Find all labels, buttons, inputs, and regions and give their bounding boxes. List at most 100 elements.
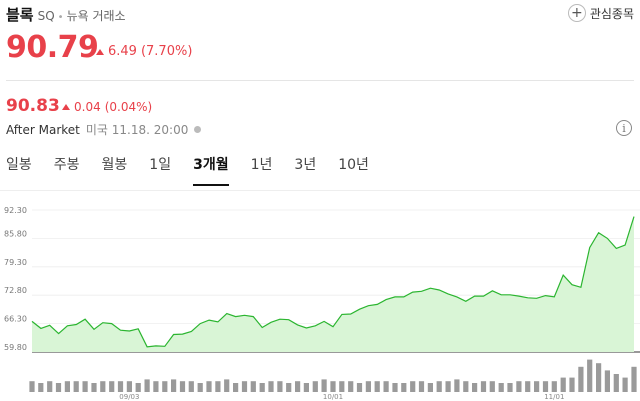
price-change-pct: (7.70%) bbox=[140, 44, 193, 59]
after-market-change: 0.04 (0.04%) bbox=[62, 100, 152, 114]
y-tick-label: 92.30 bbox=[4, 206, 27, 215]
volume-bar bbox=[613, 374, 619, 392]
y-tick-label: 72.80 bbox=[4, 286, 27, 295]
watchlist-label: 관심종목 bbox=[589, 6, 634, 21]
volume-bar bbox=[126, 381, 132, 392]
volume-bar bbox=[631, 366, 637, 392]
x-tick-label: 09/03 bbox=[119, 393, 139, 401]
stock-header: 블록 SQ • 뉴욕 거래소 bbox=[6, 4, 126, 25]
plus-circle-icon: + bbox=[567, 4, 586, 22]
section-divider bbox=[6, 80, 634, 81]
price-line bbox=[31, 216, 635, 348]
tab-3y[interactable]: 3년 bbox=[294, 157, 317, 173]
volume-bar bbox=[91, 383, 97, 392]
volume-bar bbox=[525, 381, 531, 392]
volume-bar bbox=[233, 383, 239, 392]
current-price: 90.79 bbox=[6, 30, 99, 65]
volume-bar bbox=[551, 381, 557, 392]
volume-bar bbox=[206, 381, 212, 392]
exchange-name: 뉴욕 거래소 bbox=[66, 9, 126, 23]
y-tick-label: 85.80 bbox=[4, 229, 27, 238]
y-tick-label: 79.30 bbox=[4, 258, 27, 267]
volume-bar bbox=[507, 383, 513, 392]
price-change: 6.49 (7.70%) bbox=[96, 44, 192, 59]
volume-bar bbox=[55, 383, 62, 392]
volume-bar bbox=[339, 381, 345, 392]
volume-bar bbox=[560, 377, 566, 392]
price-chart[interactable]: 92.30 85.80 79.30 72.80 66.30 59.80 09/03 10/0… bbox=[0, 200, 640, 401]
tab-monthly[interactable]: 월봉 bbox=[101, 157, 128, 173]
after-market-price: 90.83 bbox=[6, 96, 60, 116]
volume-bar bbox=[259, 383, 265, 392]
market-status-icon bbox=[194, 126, 202, 133]
tabs-underline bbox=[0, 190, 640, 191]
volume-bar bbox=[295, 381, 301, 392]
volume-bar bbox=[144, 379, 150, 392]
volume-bar bbox=[188, 381, 194, 392]
volume-bar bbox=[47, 381, 53, 392]
volume-bar bbox=[356, 383, 363, 392]
price-area bbox=[32, 216, 634, 352]
up-triangle-icon bbox=[62, 104, 70, 110]
after-market-change-value: 0.04 bbox=[74, 100, 101, 114]
tab-3m[interactable]: 3개월 bbox=[193, 154, 229, 186]
volume-bar bbox=[82, 381, 88, 392]
volume-bar bbox=[312, 381, 318, 392]
volume-bar bbox=[410, 381, 416, 392]
volume-bar bbox=[321, 379, 327, 392]
volume-bar bbox=[277, 381, 283, 392]
volume-bar bbox=[472, 383, 478, 392]
after-market-time: 미국 11.18. 20:00 bbox=[85, 123, 189, 137]
volume-bar bbox=[498, 383, 504, 392]
after-market-change-pct: (0.04%) bbox=[104, 100, 153, 114]
volume-bar bbox=[587, 359, 593, 392]
volume-bar bbox=[401, 383, 407, 392]
tab-10y[interactable]: 10년 bbox=[338, 157, 369, 173]
volume-bar bbox=[268, 381, 274, 392]
price-change-value: 6.49 bbox=[108, 44, 137, 59]
tab-1y[interactable]: 1년 bbox=[250, 157, 273, 173]
volume-bar bbox=[286, 383, 292, 392]
x-tick-label: 11/01 bbox=[544, 393, 564, 401]
volume-bar bbox=[171, 379, 177, 392]
volume-bar bbox=[215, 381, 221, 392]
volume-bar bbox=[365, 381, 371, 392]
volume-bar bbox=[250, 381, 256, 392]
volume-bar bbox=[604, 370, 610, 392]
tab-weekly[interactable]: 주봉 bbox=[53, 157, 80, 173]
volume-bar bbox=[454, 379, 460, 392]
tab-1d[interactable]: 1일 bbox=[149, 157, 172, 173]
volume-bar bbox=[622, 377, 628, 392]
y-tick-label: 66.30 bbox=[4, 315, 27, 324]
after-market-info: After Market 미국 11.18. 20:00 bbox=[6, 121, 202, 138]
volume-bar bbox=[436, 381, 442, 392]
volume-bar bbox=[578, 366, 584, 392]
volume-bar bbox=[330, 381, 336, 392]
tab-daily[interactable]: 일봉 bbox=[6, 157, 32, 173]
volume-bar bbox=[534, 381, 540, 392]
chart-period-tabs: 일봉 주봉 월봉 1일 3개월 1년 3년 10년 bbox=[6, 154, 391, 186]
volume-bar bbox=[516, 381, 522, 392]
stock-ticker: SQ bbox=[37, 9, 55, 23]
volume-bar bbox=[569, 377, 575, 392]
volume-bar bbox=[392, 383, 398, 392]
volume-bar bbox=[463, 381, 469, 392]
volume-bar bbox=[29, 381, 35, 392]
volume-bar bbox=[73, 381, 79, 392]
stock-name: 블록 bbox=[6, 6, 34, 24]
volume-bar bbox=[596, 363, 602, 392]
volume-bar bbox=[418, 381, 425, 392]
volume-bar bbox=[179, 381, 186, 392]
volume-bar bbox=[64, 381, 70, 392]
volume-bar bbox=[162, 381, 168, 392]
volume-bar bbox=[197, 383, 203, 392]
volume-bar bbox=[241, 381, 248, 392]
info-icon[interactable]: i bbox=[616, 120, 632, 136]
volume-bar bbox=[427, 383, 433, 392]
volume-bar bbox=[109, 381, 115, 392]
volume-bar bbox=[480, 381, 487, 392]
volume-bar bbox=[348, 381, 354, 392]
add-watchlist-button[interactable]: + 관심종목 bbox=[567, 4, 634, 22]
volume-bar bbox=[489, 381, 495, 392]
volume-bar bbox=[135, 383, 141, 392]
